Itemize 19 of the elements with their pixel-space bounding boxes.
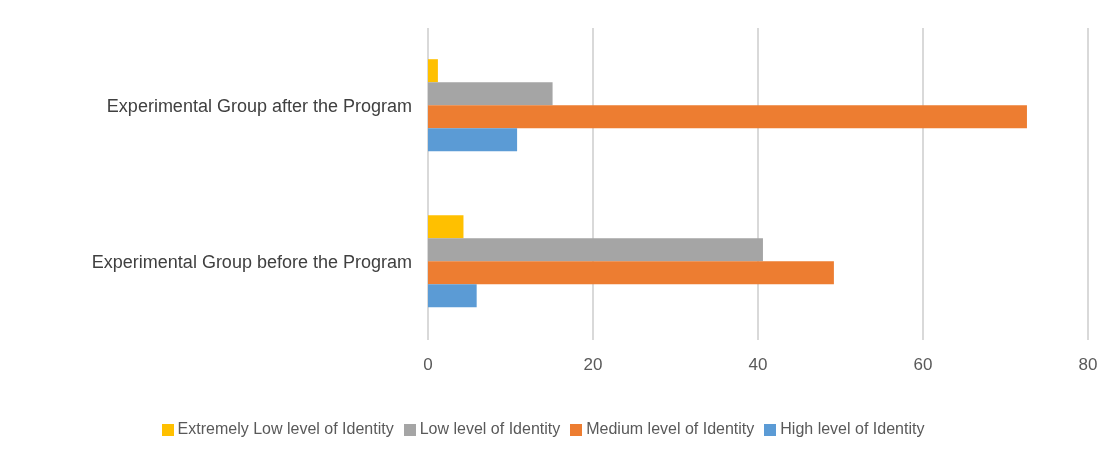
bar xyxy=(428,105,1027,129)
y-tick-label: Experimental Group before the Program xyxy=(91,252,412,273)
y-tick-label: Experimental Group after the Program xyxy=(106,96,412,117)
legend-label: Extremely Low level of Identity xyxy=(177,420,394,437)
legend-label: High level of Identity xyxy=(780,420,925,437)
x-tick-label: 0 xyxy=(423,355,433,375)
legend-label: Medium level of Identity xyxy=(586,420,755,437)
bar xyxy=(428,82,553,106)
bar xyxy=(428,128,518,152)
x-tick-label: 20 xyxy=(583,355,603,375)
legend-label: Low level of Identity xyxy=(419,420,561,437)
x-tick-label: 40 xyxy=(748,355,768,375)
bar xyxy=(428,215,464,239)
bar xyxy=(428,284,477,308)
bar xyxy=(428,59,438,83)
x-tick-label: 60 xyxy=(913,355,933,375)
bar xyxy=(428,261,834,285)
bar xyxy=(428,238,763,262)
x-tick-label: 80 xyxy=(1078,355,1098,375)
